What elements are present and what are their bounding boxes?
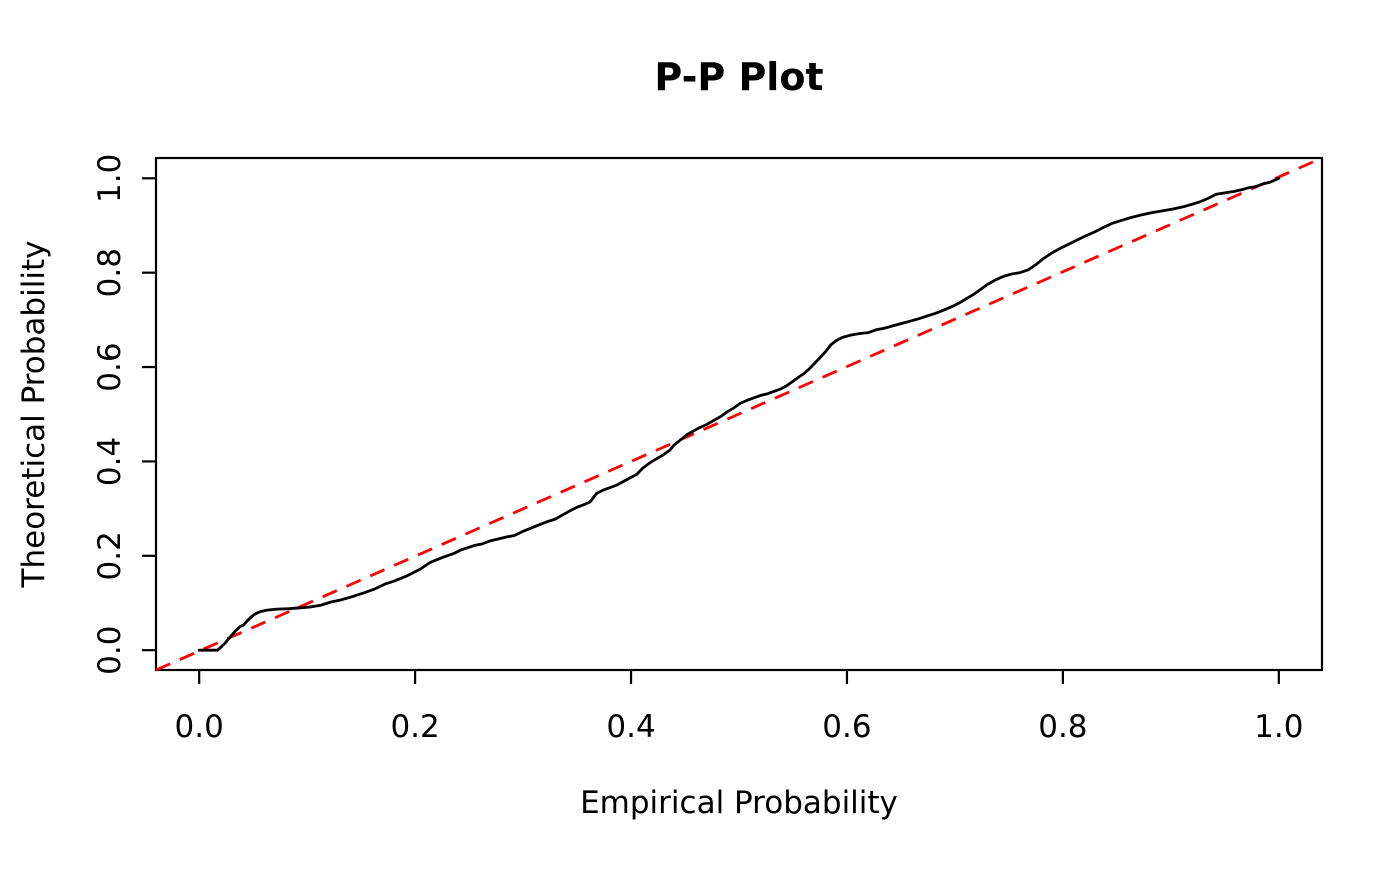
- x-tick-label: 0.0: [175, 709, 224, 745]
- y-tick-label: 0.4: [92, 437, 128, 486]
- x-tick-label: 1.0: [1254, 709, 1303, 745]
- x-tick-label: 0.6: [822, 709, 871, 745]
- y-tick-label: 0.0: [92, 626, 128, 675]
- empirical-curve: [197, 176, 1281, 652]
- chart-title: P-P Plot: [654, 55, 823, 99]
- axis-ticks: 0.0 0.2 0.4 0.6 0.8 1.0 0.0 0.2 0.4 0.6 0.8 1.0: [92, 154, 1303, 745]
- y-tick-label: 0.2: [92, 531, 128, 580]
- y-tick-label: 1.0: [92, 154, 128, 203]
- x-axis-label: Empirical Probability: [580, 785, 898, 821]
- y-tick-label: 0.6: [92, 342, 128, 391]
- reference-line: [155, 156, 1323, 672]
- x-tick-label: 0.4: [606, 709, 655, 745]
- plot-box: [154, 156, 1324, 672]
- x-tick-label: 0.8: [1038, 709, 1087, 745]
- x-tick-label: 0.2: [390, 709, 439, 745]
- y-axis-label: Theoretical Probability: [16, 241, 52, 589]
- y-tick-label: 0.8: [92, 248, 128, 297]
